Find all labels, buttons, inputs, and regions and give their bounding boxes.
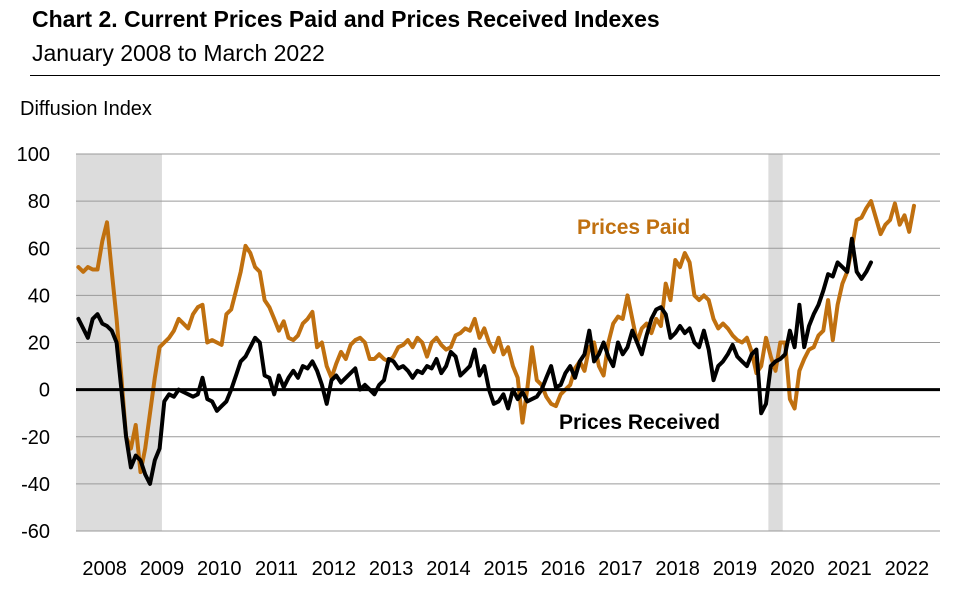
x-tick-label: 2013: [369, 558, 414, 580]
x-tick-label: 2016: [541, 558, 586, 580]
series-line-prices-received: [76, 236, 873, 486]
x-tick-label: 2015: [484, 558, 529, 580]
x-tick-label: 2010: [197, 558, 242, 580]
y-axis-label: Diffusion Index: [20, 98, 152, 120]
y-tick-label: 80: [28, 191, 50, 213]
y-tick-label: -40: [21, 474, 50, 496]
series-layer: [76, 199, 940, 486]
x-tick-label: 2018: [655, 558, 700, 580]
x-tick-labels: 2008 2009 2010 2011 2012 2013 2014 2015 2016 2017…: [82, 558, 929, 580]
x-tick-label: 2021: [827, 558, 872, 580]
x-tick-label: 2019: [713, 558, 758, 580]
x-tick-label: 2009: [140, 558, 185, 580]
y-tick-label: 40: [28, 285, 50, 307]
y-tick-label: -20: [21, 427, 50, 449]
x-tick-label: 2012: [312, 558, 357, 580]
y-tick-labels: 100 80 60 40 20 0 -20 -40 -60: [17, 144, 50, 543]
y-tick-label: 100: [17, 144, 50, 166]
y-tick-label: 60: [28, 238, 50, 260]
chart-title: Chart 2. Current Prices Paid and Prices …: [32, 6, 660, 32]
x-tick-label: 2017: [598, 558, 643, 580]
x-tick-label: 2022: [885, 558, 930, 580]
x-tick-label: 2011: [255, 558, 298, 580]
chart-subtitle: January 2008 to March 2022: [32, 40, 325, 66]
title-divider: [30, 75, 940, 76]
y-tick-label: 0: [39, 380, 50, 402]
x-tick-label: 2020: [770, 558, 815, 580]
y-tick-label: -60: [21, 521, 50, 543]
series-label-prices-paid: Prices Paid: [577, 216, 690, 239]
y-tick-label: 20: [28, 333, 50, 355]
x-tick-label: 2014: [426, 558, 471, 580]
series-label-prices-received: Prices Received: [559, 411, 720, 434]
series-line-prices-paid: [76, 199, 916, 475]
x-tick-label: 2008: [82, 558, 127, 580]
